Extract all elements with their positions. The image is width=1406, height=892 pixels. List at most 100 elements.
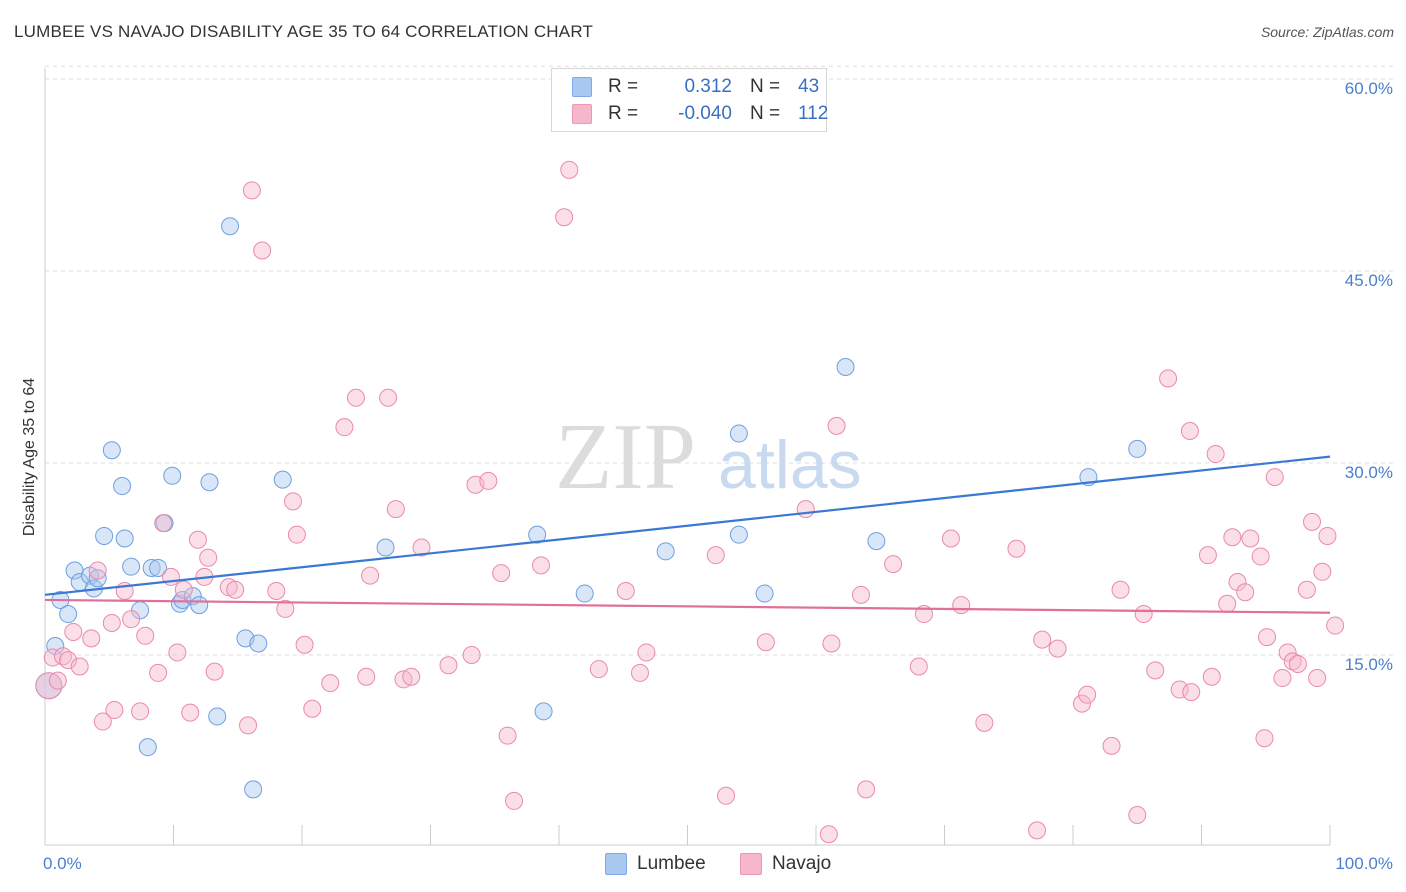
point-navajo	[706, 546, 725, 565]
point-navajo	[1033, 630, 1052, 649]
point-navajo	[59, 651, 78, 670]
legend-n-label: N =	[750, 103, 781, 124]
point-lumbee	[122, 557, 141, 576]
point-navajo	[1159, 369, 1178, 388]
point-navajo	[1206, 445, 1225, 464]
point-navajo	[589, 660, 608, 679]
point-navajo	[48, 671, 67, 690]
data-points	[35, 160, 1345, 844]
point-navajo	[88, 561, 107, 580]
point-navajo	[1265, 468, 1284, 487]
point-lumbee	[138, 738, 157, 757]
point-navajo	[975, 713, 994, 732]
point-navajo	[226, 580, 245, 599]
point-lumbee	[149, 558, 168, 577]
point-navajo	[284, 492, 303, 511]
point-lumbee	[102, 441, 121, 460]
point-lumbee	[113, 477, 132, 496]
point-navajo	[1198, 546, 1217, 565]
trend-line-navajo	[44, 598, 1331, 614]
point-navajo	[851, 585, 870, 604]
trend-lines	[44, 455, 1331, 614]
point-navajo	[796, 500, 815, 519]
point-navajo	[199, 548, 218, 567]
point-navajo	[555, 208, 574, 227]
point-navajo	[276, 599, 295, 618]
point-navajo	[346, 388, 365, 407]
point-navajo	[131, 702, 150, 721]
y-tick-label: 30.0%	[1345, 463, 1393, 482]
point-lumbee	[208, 707, 227, 726]
point-navajo	[1303, 512, 1322, 531]
point-navajo	[1241, 529, 1260, 548]
series-lumbee	[35, 217, 1147, 799]
axes	[44, 68, 1331, 846]
point-navajo	[462, 646, 481, 664]
point-navajo	[379, 388, 398, 407]
point-lumbee	[244, 780, 263, 799]
point-navajo	[717, 786, 736, 805]
point-navajo	[287, 525, 306, 544]
point-navajo	[64, 622, 83, 641]
point-navajo	[1288, 654, 1307, 673]
legend-n-value: 112	[798, 103, 829, 124]
x-tick-label: 0.0%	[43, 854, 82, 873]
point-lumbee	[534, 702, 553, 721]
y-tick-label: 60.0%	[1345, 79, 1393, 98]
series-navajo	[35, 160, 1345, 844]
point-navajo	[412, 538, 431, 557]
point-lumbee	[95, 526, 114, 545]
point-navajo	[205, 662, 224, 681]
point-navajo	[616, 582, 635, 600]
y-tick-label: 15.0%	[1345, 655, 1393, 674]
point-navajo	[1326, 616, 1345, 635]
legend-n-value: 43	[798, 76, 820, 97]
point-lumbee	[867, 532, 886, 551]
point-navajo	[884, 555, 903, 574]
point-navajo	[492, 564, 511, 583]
point-navajo	[637, 643, 656, 662]
point-navajo	[827, 416, 846, 435]
chart-title: LUMBEE VS NAVAJO DISABILITY AGE 35 TO 64…	[14, 22, 594, 41]
point-navajo	[181, 703, 200, 722]
watermark-atlas: atlas	[718, 427, 862, 503]
point-navajo	[505, 791, 524, 810]
point-lumbee	[1128, 439, 1147, 458]
point-lumbee	[46, 637, 65, 656]
watermark-zip: ZIP	[555, 405, 696, 509]
point-lumbee	[528, 525, 547, 544]
point-navajo	[1202, 667, 1221, 686]
point-navajo	[361, 566, 380, 585]
point-navajo	[1146, 661, 1165, 680]
legend-row-lumbee: R = 0.312 N = 43	[572, 75, 819, 99]
point-navajo	[630, 663, 649, 682]
source-credit: Source: ZipAtlas.com	[1260, 24, 1394, 40]
point-navajo	[819, 825, 838, 844]
point-navajo	[822, 634, 841, 653]
point-navajo	[1028, 821, 1047, 840]
point-navajo	[149, 663, 168, 682]
point-lumbee	[190, 596, 209, 615]
legend-n-label: N =	[750, 76, 781, 97]
point-navajo	[136, 626, 155, 645]
point-navajo	[532, 556, 551, 575]
point-navajo	[1318, 526, 1337, 545]
point-navajo	[439, 656, 458, 675]
point-navajo	[122, 610, 141, 629]
point-navajo	[1111, 580, 1130, 599]
point-navajo	[1228, 573, 1247, 592]
point-navajo	[1258, 628, 1277, 647]
point-navajo	[321, 674, 340, 693]
point-navajo	[303, 699, 322, 718]
point-navajo	[1072, 694, 1091, 713]
point-navajo	[1308, 669, 1327, 688]
point-lumbee	[200, 473, 219, 492]
point-navajo	[1218, 594, 1237, 613]
legend-r-value: -0.040	[678, 103, 732, 124]
point-lumbee	[729, 525, 748, 544]
point-lumbee	[376, 538, 395, 557]
bottom-legend-swatch-lumbee	[605, 853, 627, 875]
point-lumbee	[88, 569, 107, 588]
point-navajo	[1251, 547, 1270, 566]
point-navajo	[909, 657, 928, 676]
